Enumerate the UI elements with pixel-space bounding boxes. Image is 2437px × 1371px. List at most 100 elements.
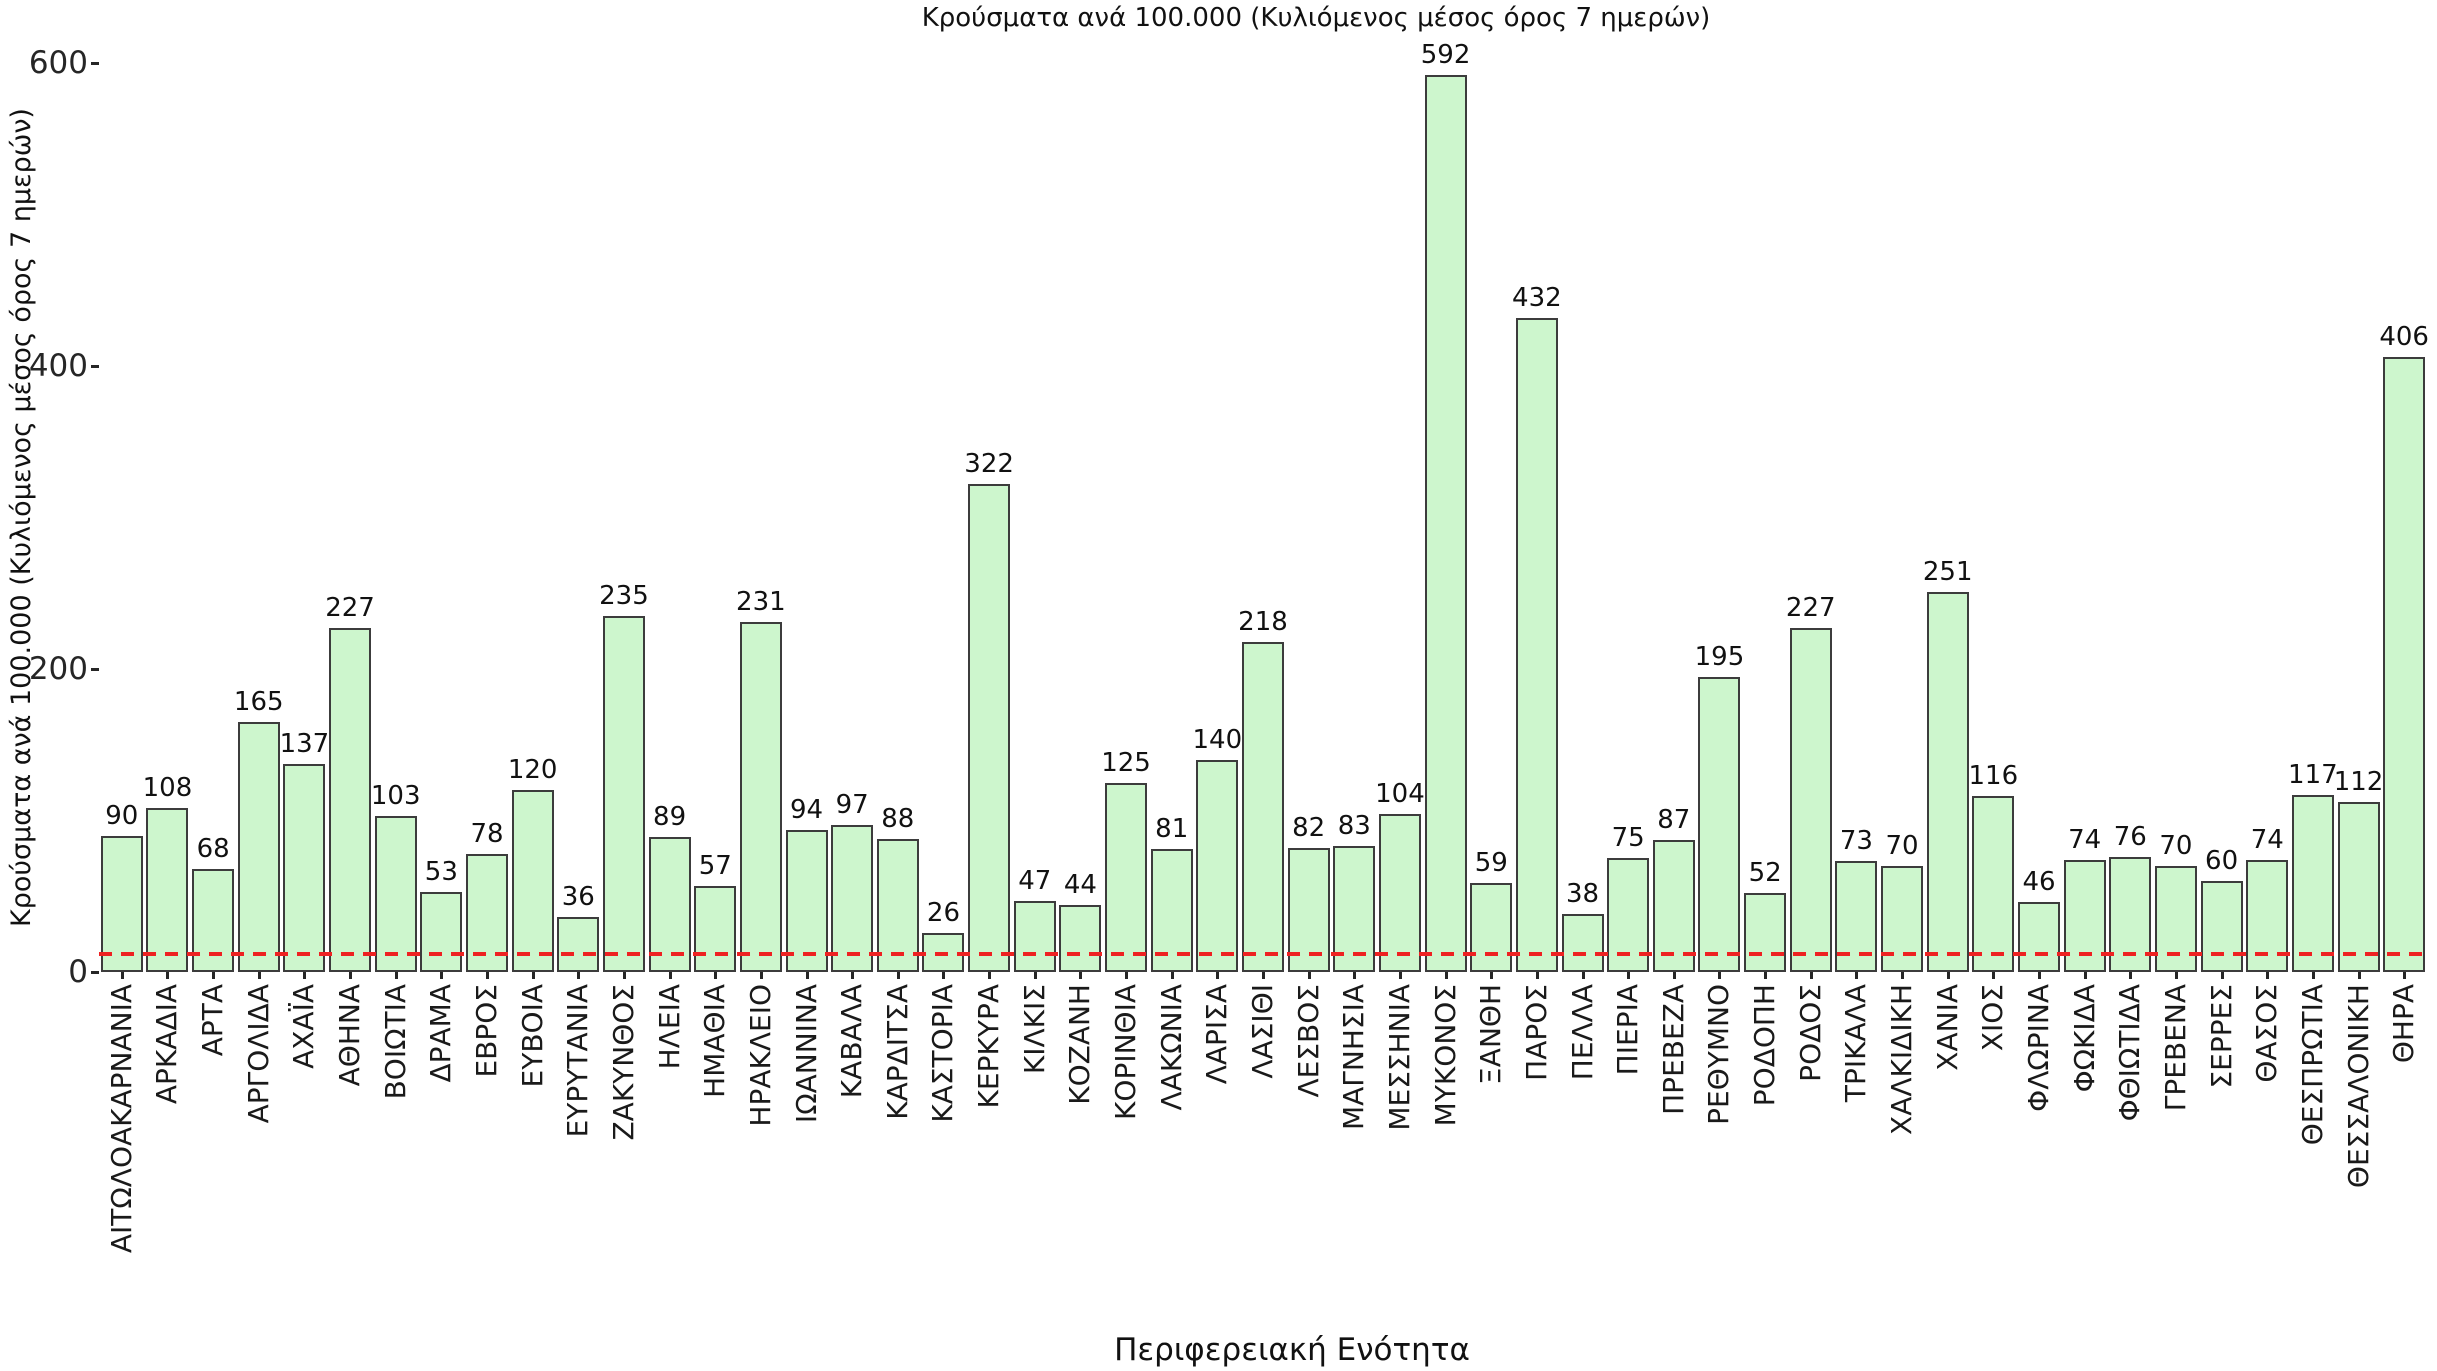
x-tick-mark [2174, 972, 2178, 979]
bar-value-label: 406 [2379, 322, 2429, 352]
x-tick-mark [257, 972, 261, 979]
x-tick-mark [622, 972, 626, 979]
x-tick-mark [1764, 972, 1768, 979]
bar-value-label: 53 [424, 857, 458, 887]
x-tick-label: ΜΕΣΣΗΝΙΑ [1382, 984, 1416, 1131]
bar-value-label: 97 [835, 790, 869, 820]
bar-value-label: 90 [105, 801, 139, 831]
bar-value-label: 117 [2288, 760, 2338, 790]
y-tick-mark [91, 62, 99, 65]
x-tick-label: ΑΡΤΑ [196, 984, 230, 1057]
bar [831, 825, 874, 972]
bar-value-label: 60 [2205, 846, 2239, 876]
x-tick-label: ΡΟΔΟΠΗ [1748, 984, 1782, 1107]
bar [1378, 814, 1421, 972]
x-tick-label: ΔΡΑΜΑ [424, 984, 458, 1083]
x-tick-label: ΘΕΣΠΡΩΤΙΑ [2295, 984, 2329, 1146]
bar [1105, 783, 1148, 972]
bar-value-label: 251 [1922, 557, 1973, 587]
x-tick-label: ΜΥΚΟΝΟΣ [1428, 984, 1462, 1127]
bar [146, 808, 189, 972]
bar [1881, 866, 1924, 972]
x-tick-mark [1581, 972, 1585, 979]
bar-value-label: 89 [653, 802, 687, 832]
bar [739, 622, 782, 972]
x-tick-label: ΘΕΣΣΑΛΟΝΙΚΗ [2341, 984, 2375, 1189]
y-tick-mark [91, 365, 99, 368]
bar [648, 837, 691, 972]
x-tick-mark [988, 972, 992, 979]
bar [2291, 795, 2334, 972]
bar-value-label: 218 [1238, 607, 1288, 637]
bar-value-label: 227 [1785, 593, 1836, 623]
x-tick-label: ΦΩΚΙΔΑ [2067, 984, 2101, 1093]
bar-value-label: 227 [325, 593, 375, 623]
bar-value-label: 120 [507, 755, 558, 785]
x-tick-label: ΚΟΡΙΝΘΙΑ [1109, 984, 1143, 1120]
x-tick-label: ΧΙΟΣ [1976, 984, 2010, 1052]
bar [1652, 840, 1695, 972]
x-tick-label: ΖΑΚΥΝΘΟΣ [606, 984, 640, 1141]
x-tick-label: ΗΛΕΙΑ [652, 984, 686, 1070]
x-tick-mark [349, 972, 353, 979]
x-tick-label: ΑΧΑΪΑ [287, 984, 321, 1069]
bar-value-label: 116 [1968, 761, 2019, 791]
x-tick-label: ΘΑΣΟΣ [2250, 984, 2284, 1083]
threshold-line [99, 951, 2427, 956]
bar [1242, 642, 1284, 972]
bar-value-label: 104 [1375, 779, 1425, 809]
x-tick-label: ΑΡΚΑΔΙΑ [150, 984, 184, 1105]
x-tick-mark [2083, 972, 2087, 979]
x-tick-mark [1718, 972, 1722, 979]
x-tick-label: ΠΙΕΡΙΑ [1611, 984, 1645, 1076]
x-tick-mark [1946, 972, 1950, 979]
bar-value-label: 103 [370, 781, 421, 811]
x-tick-mark [1398, 972, 1402, 979]
bar-value-label: 112 [2333, 767, 2384, 797]
x-tick-mark [1672, 972, 1676, 979]
x-tick-label: ΧΑΛΚΙΔΙΚΗ [1885, 984, 1919, 1135]
x-tick-label: ΓΡΕΒΕΝΑ [2158, 984, 2192, 1112]
x-tick-mark [805, 972, 809, 979]
x-tick-mark [120, 972, 124, 979]
y-tick-label: 200 [28, 651, 88, 687]
bar [1333, 846, 1376, 972]
x-tick-mark [1444, 972, 1448, 979]
x-tick-mark [1216, 972, 1220, 979]
bar [1515, 318, 1558, 972]
x-tick-mark [394, 972, 398, 979]
x-tick-label: ΕΒΡΟΣ [470, 984, 503, 1078]
x-tick-label: ΛΑΚΩΝΙΑ [1154, 984, 1188, 1111]
bar-value-label: 78 [470, 819, 504, 849]
x-tick-mark [851, 972, 855, 979]
x-tick-label: ΒΟΙΩΤΙΑ [378, 984, 412, 1100]
bar [1972, 796, 2015, 972]
x-tick-label: ΘΗΡΑ [2387, 984, 2421, 1064]
bar-value-label: 73 [1839, 826, 1873, 856]
x-tick-mark [2038, 972, 2041, 979]
bar-value-label: 74 [2068, 825, 2102, 855]
x-tick-label: ΠΑΡΟΣ [1519, 984, 1553, 1081]
bar-value-label: 235 [599, 581, 649, 611]
bar [876, 839, 919, 972]
x-tick-mark [303, 972, 307, 979]
x-tick-mark [1262, 972, 1265, 979]
bar-value-label: 70 [1885, 831, 1919, 861]
bar-value-label: 322 [964, 449, 1014, 479]
bar-value-label: 83 [1337, 811, 1371, 841]
x-tick-mark [2357, 972, 2361, 979]
bar [329, 628, 372, 972]
bar [1013, 901, 1056, 972]
x-tick-mark [896, 972, 900, 979]
bar [1150, 849, 1193, 972]
x-tick-mark [1125, 972, 1129, 979]
x-tick-mark [2220, 972, 2224, 979]
x-tick-label: ΧΑΝΙΑ [1930, 984, 1964, 1071]
bar-value-label: 82 [1292, 813, 1326, 843]
bar [420, 892, 463, 972]
x-tick-label: ΜΑΓΝΗΣΙΑ [1337, 984, 1371, 1131]
x-tick-mark [1079, 972, 1083, 979]
x-tick-label: ΞΑΝΘΗ [1474, 984, 1508, 1085]
x-tick-mark [759, 972, 763, 979]
bar-value-label: 137 [279, 729, 330, 759]
